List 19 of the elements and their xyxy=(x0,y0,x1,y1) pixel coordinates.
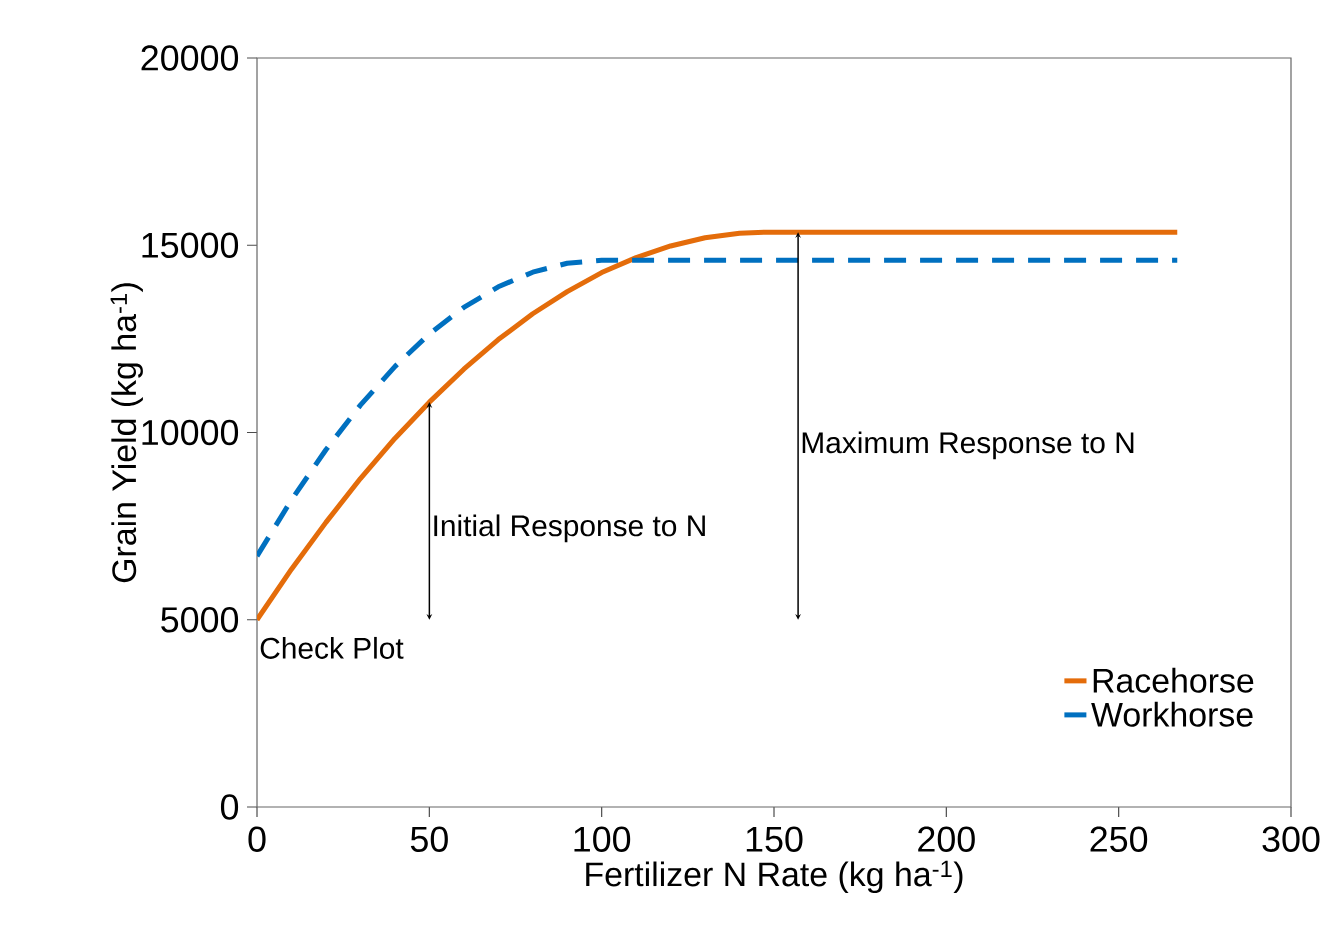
x-tick-label: 200 xyxy=(918,826,975,852)
y-tick-label: 5000 xyxy=(161,607,239,633)
legend-label: Racehorse xyxy=(1093,667,1254,693)
annotation: Initial Response to N xyxy=(434,514,705,543)
y-tick-label: 0 xyxy=(220,794,239,820)
y-tick-label: 15000 xyxy=(142,232,239,258)
y-tick-label: 20000 xyxy=(141,45,239,71)
x-axis-title: Fertilizer N Rate (kg ha$^{-1}$) xyxy=(586,860,963,894)
x-tick-label: 150 xyxy=(746,826,803,852)
annotation: Check Plot xyxy=(260,636,404,659)
x-tick-label: 250 xyxy=(1090,826,1148,852)
annotation: Maximum Response to N xyxy=(802,431,1134,460)
x-tick-label: 50 xyxy=(410,826,448,852)
x-tick-label: 100 xyxy=(574,826,631,852)
y-axis-title: Grain Yield (kg ha$^{-1}$) xyxy=(110,283,143,583)
y-tick-label: 10000 xyxy=(142,419,239,446)
x-tick-label: 0 xyxy=(248,826,266,852)
legend-label: Workhorse xyxy=(1091,701,1253,727)
x-tick-label: 300 xyxy=(1262,826,1320,852)
